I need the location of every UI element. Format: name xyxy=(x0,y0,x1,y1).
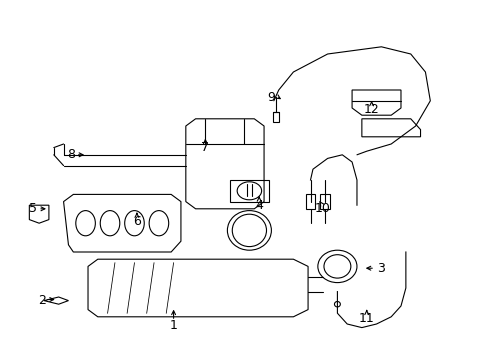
Bar xyxy=(320,194,329,209)
Text: 11: 11 xyxy=(358,312,374,325)
Text: 7: 7 xyxy=(201,141,209,154)
Text: 2: 2 xyxy=(38,294,45,307)
Text: 10: 10 xyxy=(314,202,330,215)
Bar xyxy=(272,112,278,122)
Text: 6: 6 xyxy=(133,215,141,228)
Text: 3: 3 xyxy=(377,262,385,275)
Text: 8: 8 xyxy=(67,148,75,161)
Bar xyxy=(305,194,315,209)
Text: 12: 12 xyxy=(363,103,379,116)
Text: 9: 9 xyxy=(267,91,275,104)
Text: 1: 1 xyxy=(169,319,177,332)
Text: 4: 4 xyxy=(255,199,263,212)
Text: 5: 5 xyxy=(29,202,37,215)
